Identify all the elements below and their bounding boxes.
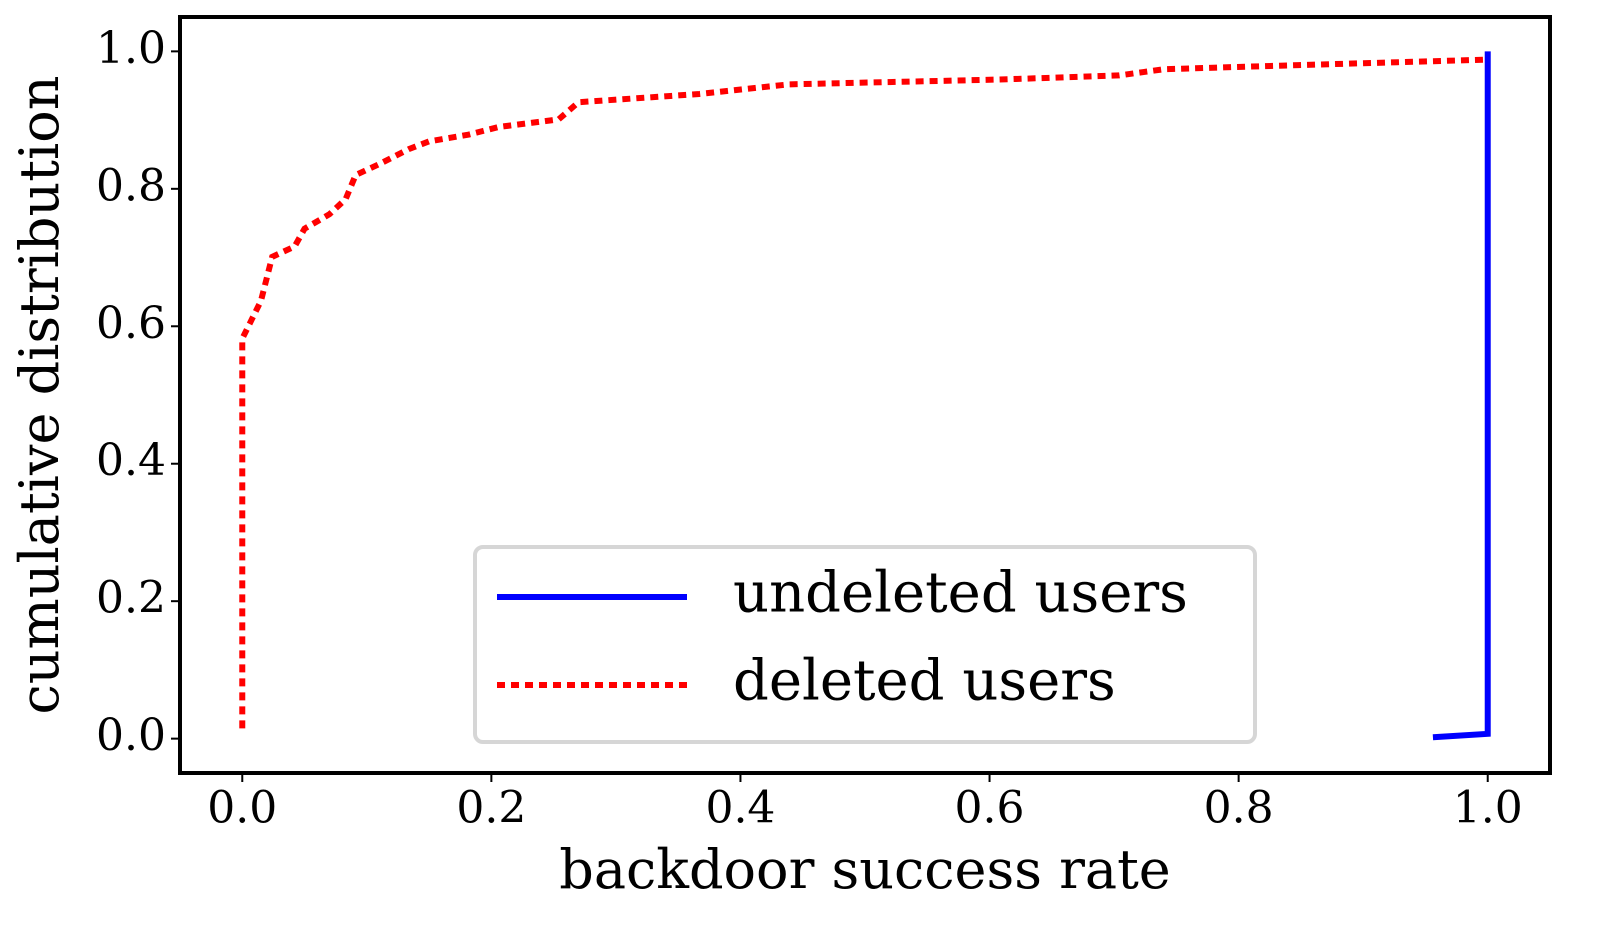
x-tick-label: 0.6	[955, 783, 1025, 834]
y-tick-label: 1.0	[96, 23, 166, 74]
y-axis-label: cumulative distribution	[8, 75, 71, 714]
y-tick-label: 0.4	[96, 435, 166, 486]
x-tick-label: 0.2	[456, 783, 526, 834]
y-tick-label: 0.2	[96, 573, 166, 624]
legend-label: deleted users	[733, 649, 1116, 714]
line	[239, 56, 1488, 729]
x-tick-label: 0.8	[1204, 783, 1274, 834]
y-tick-label: 0.6	[96, 298, 166, 349]
legend-label: undeleted users	[733, 561, 1188, 626]
x-tick-label: 0.4	[705, 783, 775, 834]
y-tick-label: 0.0	[96, 710, 166, 761]
x-tick-label: 1.0	[1453, 783, 1523, 834]
x-tick-label: 0.0	[207, 783, 277, 834]
line	[1432, 51, 1491, 741]
x-axis-label: backdoor success rate	[559, 838, 1170, 901]
plot-frame	[178, 15, 1552, 775]
y-tick-label: 0.8	[96, 160, 166, 211]
